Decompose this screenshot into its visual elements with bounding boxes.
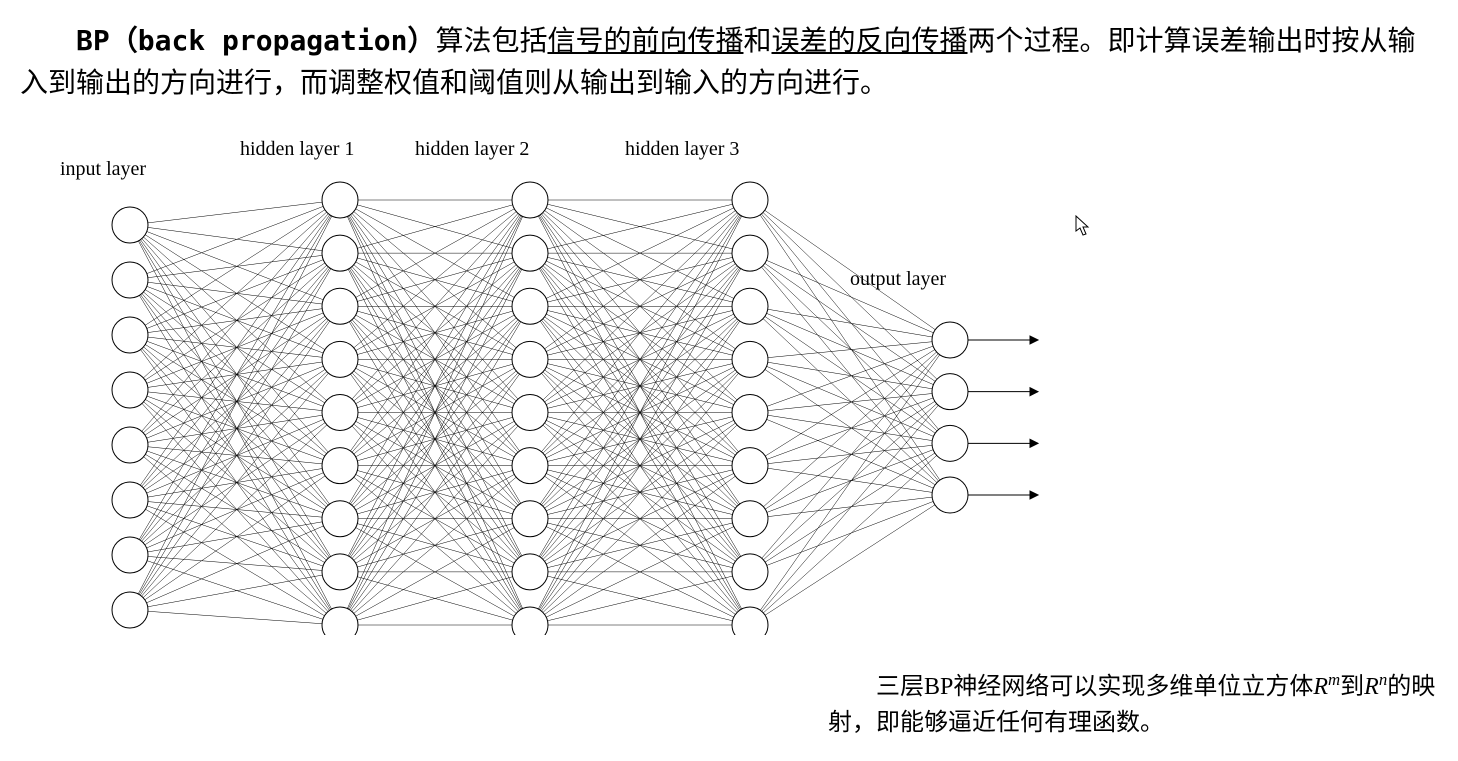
layer-label: hidden layer 1	[240, 138, 354, 160]
layer-label: hidden layer 3	[625, 138, 739, 160]
underline-backward: 误差的反向传播	[772, 26, 968, 57]
math-sup-n: n	[1379, 670, 1387, 689]
cursor-icon	[1075, 215, 1091, 237]
layer-label: input layer	[60, 158, 146, 180]
math-sup-m: m	[1328, 670, 1340, 689]
underline-forward: 信号的前向传播	[547, 26, 743, 57]
output-arrows	[968, 336, 1038, 499]
text-seg: 算法包括	[435, 26, 547, 57]
layer-label: hidden layer 2	[415, 138, 529, 160]
indent	[20, 26, 76, 57]
description-paragraph: BP（back propagation）算法包括信号的前向传播和误差的反向传播两…	[20, 20, 1438, 105]
layer-label: output layer	[850, 268, 946, 290]
text-seg: 和	[743, 26, 771, 57]
bp-term: BP（back propagation）	[76, 24, 435, 57]
footnote-seg: 到	[1340, 674, 1364, 700]
footnote-paragraph: 三层BP神经网络可以实现多维单位立方体Rm到Rn的映射，即能够逼近任何有理函数。	[828, 667, 1448, 741]
nn-svg: input layer hidden layer 1 hidden layer 2 h…	[20, 115, 1070, 635]
neural-network-diagram: input layer hidden layer 1 hidden layer 2 h…	[20, 115, 1070, 635]
math-R: R	[1364, 674, 1379, 700]
footnote-seg: 三层BP神经网络可以实现多维单位立方体	[828, 674, 1313, 700]
math-R: R	[1313, 674, 1328, 700]
